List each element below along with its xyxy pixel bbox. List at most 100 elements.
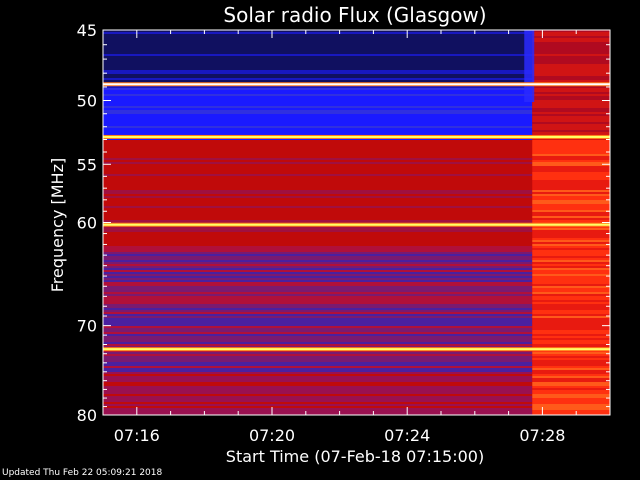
spectrum-row: [103, 212, 533, 214]
spectrum-row: [103, 38, 533, 40]
updated-timestamp: Updated Thu Feb 22 05:09:21 2018: [2, 468, 163, 478]
burst-row: [532, 296, 610, 298]
burst-row: [532, 392, 610, 394]
burst-row: [532, 264, 610, 266]
burst-row: [532, 368, 610, 370]
burst-row: [532, 52, 610, 54]
spectrum-row: [103, 342, 533, 344]
spectrum-row: [103, 254, 533, 256]
spectrum-row: [103, 366, 533, 368]
onset-edge: [524, 30, 535, 102]
burst-row: [532, 172, 610, 174]
burst-row: [532, 228, 610, 230]
spectrum-row: [103, 264, 533, 266]
spectrum-row: [103, 184, 533, 186]
burst-row: [532, 138, 610, 140]
spectrum-row: [103, 396, 533, 398]
burst-row: [532, 174, 610, 176]
x-axis-label: Start Time (07-Feb-18 07:15:00): [226, 447, 484, 466]
burst-row: [532, 158, 610, 160]
burst-row: [532, 186, 610, 188]
spectrum-row: [103, 144, 533, 146]
burst-row: [532, 72, 610, 74]
burst-row: [532, 170, 610, 172]
burst-row: [532, 384, 610, 386]
spectrum-row: [103, 46, 533, 48]
burst-row: [532, 266, 610, 268]
burst-row: [532, 234, 610, 236]
spectrum-row: [103, 232, 533, 234]
burst-row: [532, 66, 610, 68]
spectrum-row: [103, 292, 533, 294]
burst-row: [532, 364, 610, 366]
spectrum-row: [103, 226, 533, 228]
burst-row: [532, 314, 610, 316]
spectrum-row: [103, 400, 533, 402]
burst-row: [532, 302, 610, 304]
burst-row: [532, 62, 610, 64]
burst-row: [532, 324, 610, 326]
bright-band-core: [103, 135, 610, 138]
spectrum-row: [103, 360, 533, 362]
burst-row: [532, 58, 610, 60]
burst-row: [532, 60, 610, 62]
burst-row: [532, 120, 610, 122]
spectrum-row: [103, 74, 533, 76]
burst-row: [532, 76, 610, 78]
spectrum-row: [103, 126, 533, 128]
burst-row: [532, 262, 610, 264]
spectrum-row: [103, 104, 533, 106]
spectrum-row: [103, 338, 533, 340]
burst-row: [532, 80, 610, 82]
burst-row: [532, 30, 610, 32]
burst-row: [532, 338, 610, 340]
spectrum-row: [103, 194, 533, 196]
spectrum-row: [103, 372, 533, 374]
burst-row: [532, 156, 610, 158]
spectrum-row: [103, 168, 533, 170]
spectrum-row: [103, 162, 533, 164]
burst-row: [532, 352, 610, 354]
burst-row: [532, 42, 610, 44]
spectrum-row: [103, 358, 533, 360]
burst-row: [532, 322, 610, 324]
y-tick-label: 50: [77, 92, 97, 111]
burst-row: [532, 238, 610, 240]
spectrum-row: [103, 36, 533, 38]
burst-row: [532, 178, 610, 180]
spectrum-row: [103, 100, 533, 102]
burst-row: [532, 204, 610, 206]
spectrum-row: [103, 394, 533, 396]
spectrum-row: [103, 410, 533, 412]
spectrum-row: [103, 160, 533, 162]
spectrum-row: [103, 30, 533, 32]
spectrum-row: [103, 182, 533, 184]
burst-row: [532, 292, 610, 294]
burst-row: [532, 184, 610, 186]
spectrum-row: [103, 94, 533, 96]
spectrum-row: [103, 76, 533, 78]
spectrum-row: [103, 112, 533, 114]
spectrum-row: [103, 380, 533, 382]
spectrum-row: [103, 388, 533, 390]
spectrum-row: [103, 346, 533, 348]
burst-row: [532, 132, 610, 134]
spectrum-row: [103, 34, 533, 36]
spectrum-row: [103, 72, 533, 74]
burst-row: [532, 268, 610, 270]
spectrum-row: [103, 386, 533, 388]
burst-row: [532, 68, 610, 70]
spectrum-row: [103, 278, 533, 280]
spectrum-row: [103, 118, 533, 120]
spectrum-row: [103, 98, 533, 100]
spectrum-row: [103, 66, 533, 68]
bright-band-core: [103, 83, 610, 86]
burst-row: [532, 130, 610, 132]
spectrum-row: [103, 236, 533, 238]
spectrum-row: [103, 80, 533, 82]
burst-row: [532, 32, 610, 34]
burst-row: [532, 194, 610, 196]
burst-row: [532, 410, 610, 412]
spectrum-row: [103, 32, 533, 34]
